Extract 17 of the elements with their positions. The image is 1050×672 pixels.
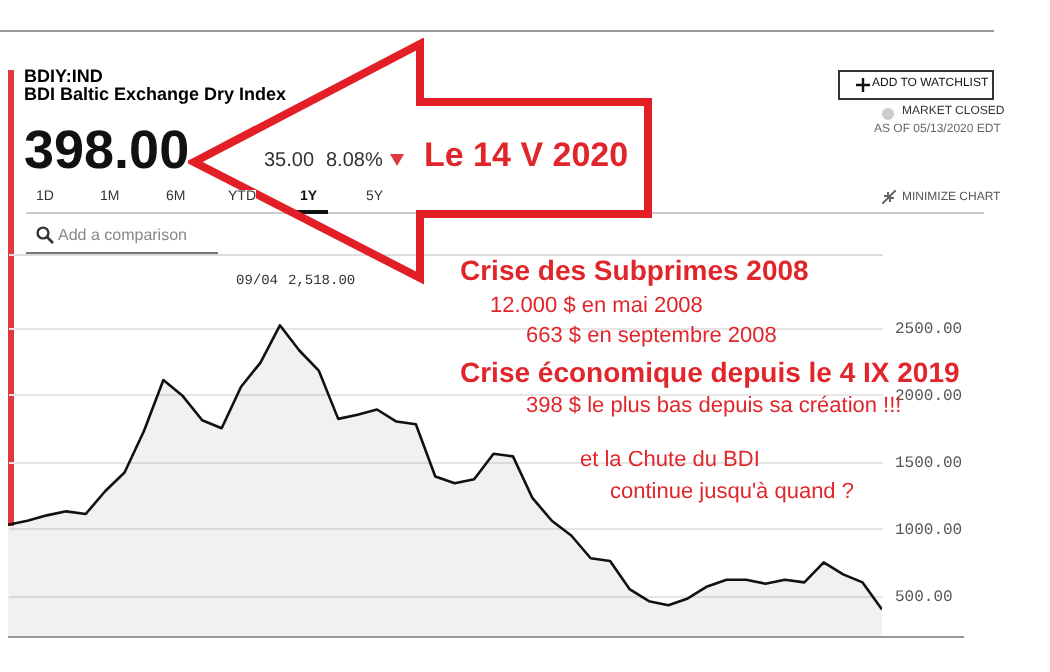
y-tick-label: 1500.00 [895,454,963,473]
text: Le 14 V 2020 [424,136,629,176]
annotation: 12.000 $ en mai 2008 [490,294,703,318]
y-tick-label: 1000.00 [895,521,963,540]
chart-title: BDI Baltic Exchange Dry Index [24,84,287,104]
y-tick-label: 2500.00 [895,320,963,339]
annotation: continue jusqu'à quand ? [610,480,854,504]
y-tick-label: 500.00 [895,588,954,607]
text: 398.00 [24,120,190,182]
annotation: Crise économique depuis le 4 IX 2019 [460,356,960,388]
annotation: Crise des Subprimes 2008 [460,254,809,286]
text: Add a comparison [58,226,187,244]
text: 8.08% [326,150,383,172]
annotation: et la Chute du BDI [580,448,760,472]
chart-subtitle: BDIY:IND [24,66,103,86]
annotation: 663 $ en septembre 2008 [526,324,777,348]
text: 35.00 [264,150,315,172]
